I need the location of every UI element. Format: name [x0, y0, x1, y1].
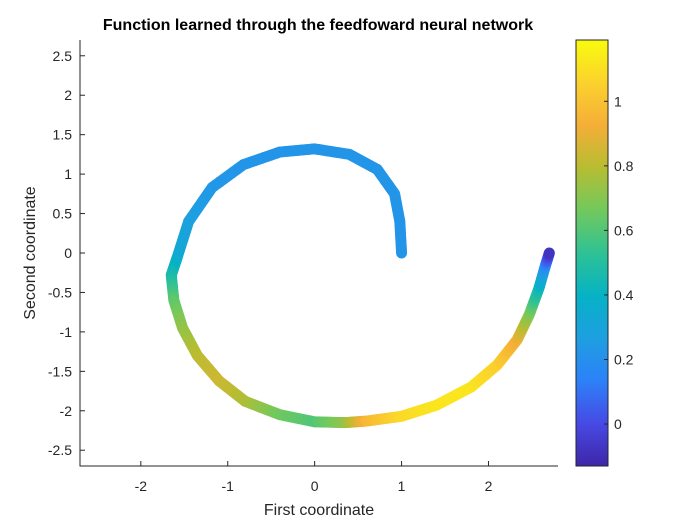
plot-area	[80, 40, 558, 466]
data-layer	[165, 143, 555, 429]
colorbar-frame	[575, 39, 609, 467]
y-tick-label: 1	[64, 166, 72, 182]
colorbar-tick-label: 0.6	[614, 222, 634, 238]
colorbar-tick-label: 0.8	[614, 158, 634, 174]
colorbar-tick-label: 0	[614, 416, 622, 432]
colorbar-tick-label: 1	[614, 93, 622, 109]
colorbar-tick-label: 0.4	[614, 287, 634, 303]
colorbar-gradient	[576, 40, 608, 466]
y-tick-label: 1.5	[53, 127, 73, 143]
y-axis-ticks: -2.5 -2 -1.5 -1 -0.5 0 0.5 1 1.5 2 2.5	[48, 48, 85, 458]
x-axis-label: First coordinate	[264, 502, 374, 519]
y-tick-label: 2.5	[53, 48, 73, 64]
x-axis-ticks: -2 -1 0 1 2	[135, 461, 493, 494]
axis-frame	[79, 40, 558, 467]
colorbar-tick-label: 0.2	[614, 352, 634, 368]
x-tick-label: -2	[135, 478, 148, 494]
y-tick-label: -2.5	[48, 442, 72, 458]
y-tick-label: 0	[64, 245, 72, 261]
x-tick-label: 1	[398, 478, 406, 494]
y-tick-label: 2	[64, 87, 72, 103]
axes-layer: -2 -1 0 1 2 -2.5 -2 -1.5 -1 -0.5 0 0.5 1 1.5 2 2.5	[48, 40, 558, 494]
x-tick-label: -1	[222, 478, 235, 494]
x-tick-label: 0	[311, 478, 319, 494]
y-tick-label: -2	[60, 403, 73, 419]
y-tick-label: -1.5	[48, 363, 72, 379]
chart-title: Function learned through the feedfoward …	[103, 17, 533, 34]
colorbar: 0 0.2 0.4 0.6 0.8 1	[575, 39, 634, 467]
y-tick-label: -0.5	[48, 284, 72, 300]
y-axis-label: Second coordinate	[22, 186, 39, 320]
colorbar-ticks: 0 0.2 0.4 0.6 0.8 1	[604, 93, 634, 432]
y-tick-label: -1	[60, 324, 73, 340]
y-tick-label: 0.5	[53, 206, 73, 222]
data-point	[543, 247, 555, 259]
x-tick-label: 2	[485, 478, 493, 494]
